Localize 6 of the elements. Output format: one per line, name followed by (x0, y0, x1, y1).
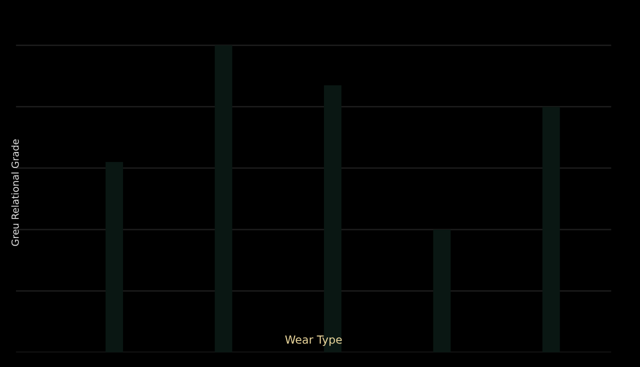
y-axis-title: Greu Relational Grade (11, 139, 19, 246)
bar (542, 106, 560, 352)
x-axis-title: Wear Type (285, 336, 342, 346)
bar (106, 162, 124, 352)
bar (433, 230, 451, 352)
bar (214, 45, 232, 352)
